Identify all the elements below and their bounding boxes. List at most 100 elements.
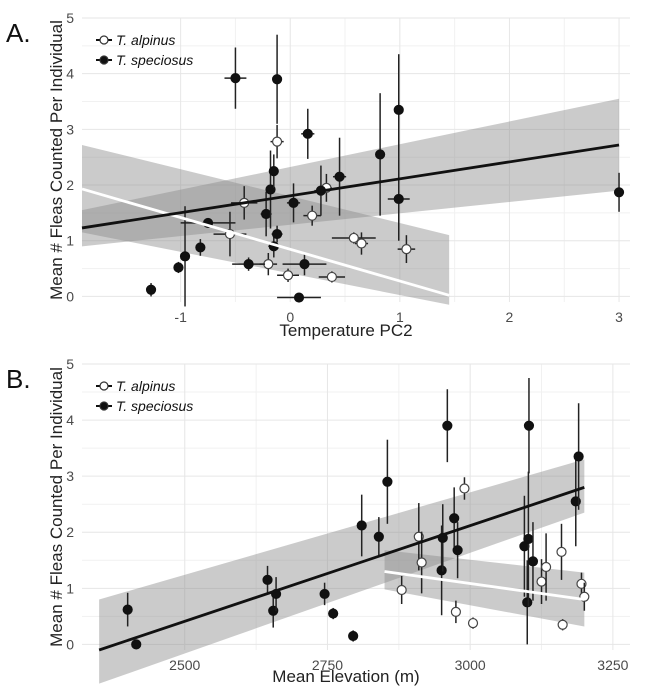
data-point xyxy=(449,513,460,524)
x-axis-label: Mean Elevation (m) xyxy=(272,667,419,686)
legend-label: T. alpinus xyxy=(116,32,175,48)
confidence-band xyxy=(99,459,585,684)
y-tick-label: 0 xyxy=(66,288,74,304)
y-tick-label: 2 xyxy=(66,524,74,540)
data-point xyxy=(373,531,384,542)
data-point xyxy=(522,597,533,608)
y-tick-label: 2 xyxy=(66,177,74,193)
data-point xyxy=(356,238,367,249)
data-point xyxy=(302,128,313,139)
data-point xyxy=(293,292,305,303)
data-point xyxy=(613,187,625,198)
data-point xyxy=(265,184,276,195)
regression-line xyxy=(98,486,585,652)
data-point xyxy=(173,262,184,273)
data-point xyxy=(263,259,274,270)
y-axis-label: Mean # Fleas Counted Per Individual xyxy=(47,367,66,647)
data-point xyxy=(299,259,310,270)
data-point xyxy=(131,639,142,650)
data-point xyxy=(262,574,273,586)
data-point xyxy=(261,208,272,220)
data-point xyxy=(328,608,339,619)
y-tick-label: 3 xyxy=(66,121,74,137)
data-point xyxy=(523,533,534,545)
data-point xyxy=(122,604,133,615)
data-point xyxy=(271,74,283,85)
data-point xyxy=(536,576,547,587)
data-point xyxy=(348,232,359,244)
data-point xyxy=(393,104,404,115)
y-tick-label: 5 xyxy=(66,10,74,26)
data-point xyxy=(195,242,206,253)
panel-b: 2500 2750 3000 3250 0 1 2 3 4 5 B. Mean Elevation (… xyxy=(6,356,630,686)
data-point xyxy=(179,251,191,262)
legend: T. alpinus T. speciosus xyxy=(96,378,193,414)
legend-key-marker xyxy=(99,401,109,411)
x-tick-label: -1 xyxy=(174,309,187,325)
data-point xyxy=(393,193,404,205)
x-tick-label: 2750 xyxy=(312,657,343,673)
y-tick-label: 3 xyxy=(66,468,74,484)
data-point xyxy=(523,420,535,431)
panel-label: B. xyxy=(6,364,31,394)
data-point xyxy=(382,476,393,487)
data-point xyxy=(557,619,568,630)
panel-label: A. xyxy=(6,18,31,48)
data-point xyxy=(556,546,567,557)
legend-label: T. speciosus xyxy=(116,52,193,68)
legend-key-marker xyxy=(99,381,109,391)
series-t--alpinus xyxy=(396,477,590,631)
data-point xyxy=(356,520,367,531)
confidence-band xyxy=(384,550,585,627)
data-point xyxy=(326,271,337,283)
confidence-band xyxy=(82,98,620,247)
data-point xyxy=(230,73,241,84)
data-point xyxy=(319,588,330,600)
regression-line xyxy=(384,570,585,601)
data-point xyxy=(375,149,386,160)
data-point xyxy=(396,584,407,596)
legend-key-marker xyxy=(99,55,109,65)
x-tick-label: 0 xyxy=(286,309,294,325)
y-tick-label: 4 xyxy=(66,412,74,428)
data-point xyxy=(271,136,283,147)
data-point xyxy=(540,561,552,573)
y-tick-label: 5 xyxy=(66,356,74,372)
y-tick-label: 1 xyxy=(66,580,74,596)
legend-key-marker xyxy=(99,35,109,45)
legend-label: T. speciosus xyxy=(116,398,193,414)
data-point xyxy=(442,420,453,431)
data-point xyxy=(527,556,539,567)
series-t--speciosus xyxy=(122,378,584,650)
data-point xyxy=(573,451,584,462)
y-tick-label: 0 xyxy=(66,636,74,652)
data-point xyxy=(145,284,157,295)
data-point xyxy=(268,166,279,177)
legend-label: T. alpinus xyxy=(116,378,175,394)
x-tick-label: 2500 xyxy=(169,657,200,673)
y-tick-label: 4 xyxy=(66,66,74,82)
x-tick-label: 3000 xyxy=(455,657,486,673)
data-point xyxy=(450,606,461,617)
x-tick-label: 2 xyxy=(506,309,514,325)
data-point xyxy=(436,565,447,576)
x-tick-label: 3 xyxy=(615,309,623,325)
y-tick-label: 1 xyxy=(66,233,74,249)
x-axis-label: Temperature PC2 xyxy=(279,321,412,340)
data-point xyxy=(452,545,463,556)
data-point xyxy=(348,630,359,642)
data-point xyxy=(467,617,479,629)
data-point xyxy=(271,228,283,240)
regression-line xyxy=(81,143,620,230)
regression-line xyxy=(81,187,450,297)
x-tick-label: 3250 xyxy=(597,657,628,673)
data-point xyxy=(416,557,427,568)
data-point xyxy=(307,210,318,221)
y-axis-label: Mean # Fleas Counted Per Individual xyxy=(47,20,66,300)
data-point xyxy=(288,197,299,208)
series-t--speciosus xyxy=(145,34,625,307)
legend: T. alpinus T. speciosus xyxy=(96,32,193,68)
data-point xyxy=(282,270,294,281)
data-point xyxy=(401,243,412,255)
x-tick-label: 1 xyxy=(396,309,404,325)
